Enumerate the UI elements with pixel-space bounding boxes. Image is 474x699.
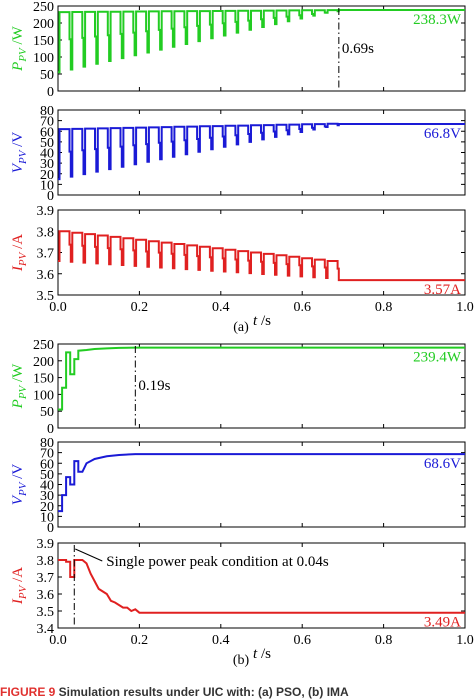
y-tick-label: 3.9 [37,204,55,219]
y-tick-label: 40 [40,147,54,162]
y-tick-label: 200 [33,355,54,370]
chart-panel-a-1: 0 50 100 150 200 250 PPV /W 238.3W 0.69s [10,0,466,100]
y-tick-label: 3.8 [37,225,55,240]
y-tick-label: 100 [33,51,54,66]
x-tick-label: 0.6 [293,300,311,315]
y-tick-label: 80 [40,104,54,119]
y-tick-label: 50 [40,136,54,151]
series-line [58,9,465,74]
y-tick-label: 3.4 [37,622,55,637]
x-tick-label: 1.0 [456,633,474,648]
y-tick-label: 20 [40,500,54,515]
y-tick-label: 30 [40,157,54,172]
series-line [58,122,465,181]
y-tick-label: 3.5 [37,289,55,304]
y-tick-label: 0 [47,85,54,100]
y-tick-label: 60 [40,457,54,472]
steady-value-label: 239.4W [413,350,462,366]
y-tick-label: 3.5 [37,605,55,620]
y-axis-label: IPV /A [10,567,29,605]
y-axis-label: VPV /V [10,464,29,506]
y-tick-label: 100 [33,388,54,403]
y-tick-label: 3.7 [37,247,55,262]
x-tick-label: 0.8 [375,633,393,648]
x-axis-label: t /s [253,646,271,662]
y-axis-label: IPV /A [10,234,29,272]
steady-value-label: 3.57A [424,282,461,298]
series-line [58,559,465,614]
y-tick-label: 3.6 [37,588,55,603]
x-tick-label: 0.6 [293,633,311,648]
x-tick-label: 0.8 [375,300,393,315]
y-tick-label: 150 [33,372,54,387]
figure-caption: FIGURE 9 Simulation results under UIC wi… [0,685,474,699]
y-tick-label: 250 [33,0,54,15]
caption-figure-number: FIGURE 9 [0,685,56,699]
y-tick-label: 0 [47,521,54,536]
y-tick-label: 80 [40,436,54,451]
x-tick-label: 0.4 [212,300,230,315]
x-tick-label: 0.0 [49,633,67,648]
time-marker-label: 0.69s [342,41,374,57]
chart-panel-a-3: 3.5 3.6 3.7 3.8 3.9 0.0 0.2 0.4 0.6 0.8 1.0 t /s IPV… [10,204,474,329]
x-tick-label: 0.2 [131,300,149,315]
y-tick-label: 250 [33,338,54,353]
y-tick-label: 0 [47,189,54,204]
y-tick-label: 3.7 [37,571,55,586]
y-tick-label: 3.9 [37,537,55,552]
y-tick-label: 30 [40,489,54,504]
y-axis-label: PPV /W [10,363,29,410]
y-tick-label: 70 [40,115,54,130]
y-tick-label: 0 [47,422,54,437]
y-tick-label: 50 [40,468,54,483]
series-line [58,453,465,513]
plot-frame [57,109,466,196]
y-tick-label: 60 [40,125,54,140]
y-tick-label: 40 [40,479,54,494]
x-tick-label: 1.0 [456,300,474,315]
x-tick-label: 0.4 [212,633,230,648]
plot-frame [57,343,466,429]
y-axis-label: VPV /V [10,132,29,174]
plot-frame [57,5,466,92]
annotation-leader [75,548,103,562]
subfigure-label-a: (a) [233,320,249,335]
steady-value-label: 238.3W [413,12,462,28]
y-tick-label: 200 [33,17,54,32]
y-tick-label: 150 [33,34,54,49]
y-tick-label: 3.6 [37,268,55,283]
x-tick-label: 0.0 [49,300,67,315]
y-tick-label: 3.8 [37,554,55,569]
steady-value-label: 68.6V [424,456,461,472]
plot-frame [57,542,466,629]
x-axis-label: t /s [253,313,271,329]
y-axis-label: PPV /W [10,25,29,72]
y-tick-label: 50 [40,405,54,420]
y-tick-label: 70 [40,447,54,462]
y-tick-label: 20 [40,168,54,183]
caption-text: Simulation results under UIC with: (a) P… [55,685,349,699]
steady-value-label: 3.49A [424,615,461,631]
subfigure-label-b: (b) [233,653,250,668]
chart-panel-b-3: 3.4 3.5 3.6 3.7 3.8 3.9 0.0 0.2 0.4 0.6 0.8 1.0 t /s… [10,537,474,662]
steady-value-label: 66.8V [424,126,461,142]
y-tick-label: 10 [40,178,54,193]
series-line [58,230,465,282]
series-line [58,346,465,411]
annotation-text: Single power peak condition at 0.04s [106,554,329,570]
x-tick-label: 0.2 [131,633,149,648]
y-tick-label: 10 [40,510,54,525]
y-tick-label: 50 [40,68,54,83]
time-marker-label: 0.19s [138,378,170,394]
